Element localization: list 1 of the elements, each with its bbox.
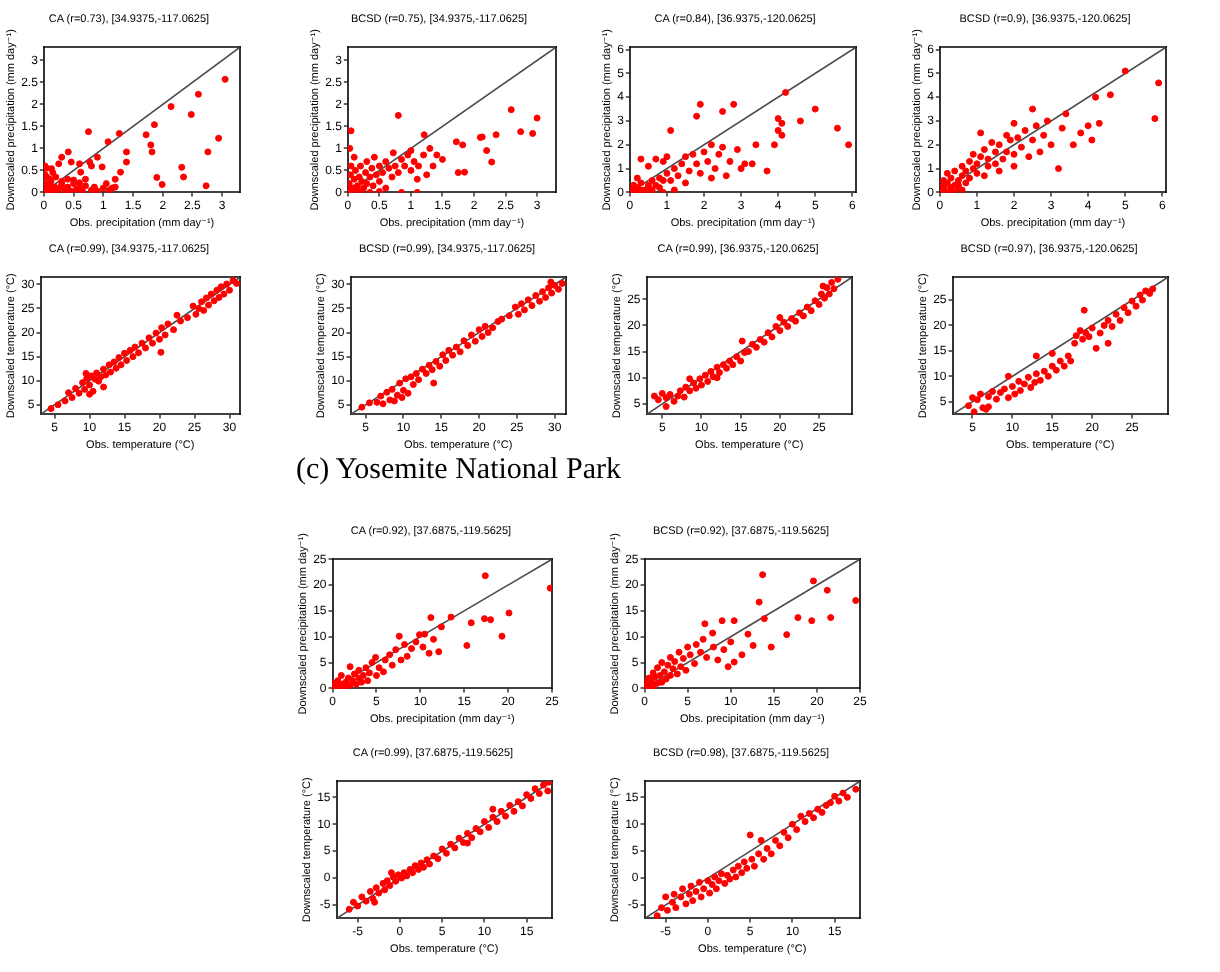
text: (c) Yosemite National Park <box>296 452 621 488</box>
